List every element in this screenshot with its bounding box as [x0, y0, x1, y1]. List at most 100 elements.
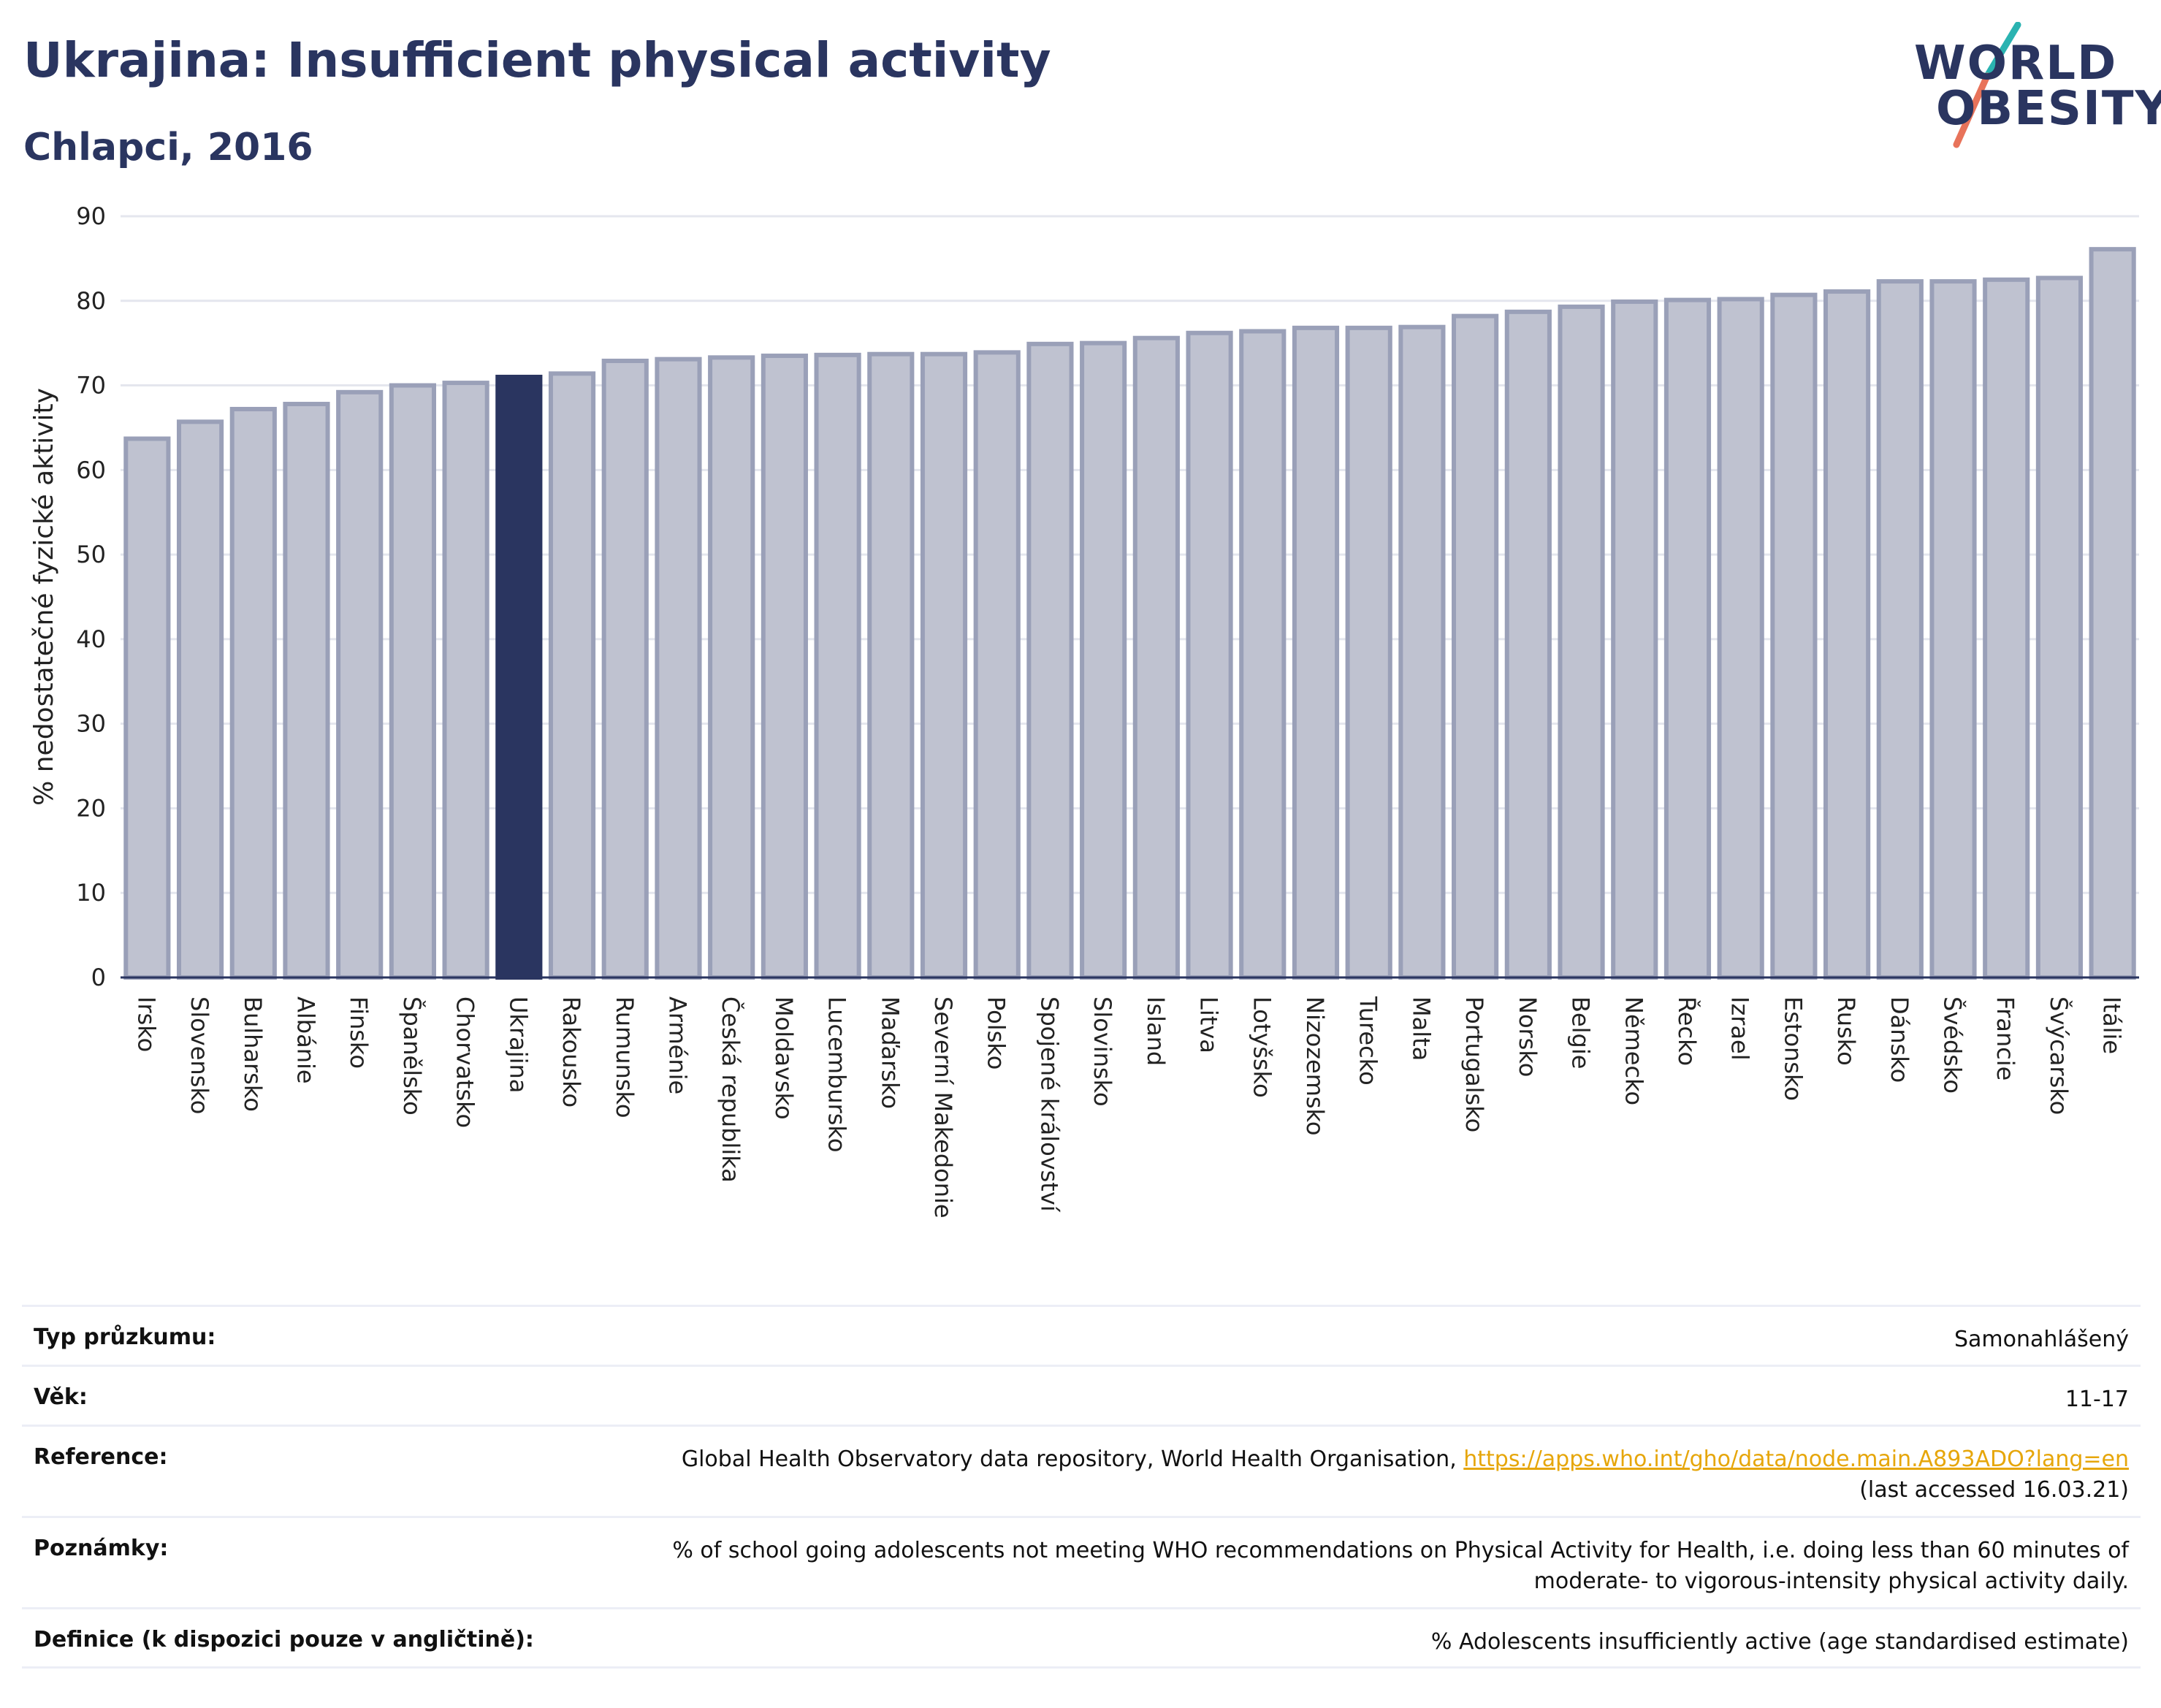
x-tick-label: Izrael: [1726, 996, 1754, 1061]
meta-row-survey: Typ průzkumu: Samonahlášený: [22, 1305, 2141, 1365]
y-tick-label: 40: [76, 625, 106, 653]
x-tick-label: Island: [1142, 996, 1170, 1066]
bar-20: [1186, 330, 1233, 980]
x-tick-label: Severní Makedonie: [929, 996, 957, 1219]
bar-37: [2089, 247, 2136, 980]
y-tick-label: 60: [76, 456, 106, 484]
meta-row-notes: Poznámky: % of school going adolescents …: [22, 1516, 2141, 1607]
x-tick-label: Chorvatsko: [451, 996, 479, 1128]
bar-18: [1080, 340, 1127, 980]
y-tick-label: 10: [76, 879, 106, 907]
x-tick-label: Belgie: [1567, 996, 1595, 1069]
notes-label: Poznámky:: [34, 1536, 169, 1561]
notes-line-1: % of school going adolescents not meetin…: [672, 1538, 2129, 1563]
x-tick-label: Lotyšsko: [1248, 996, 1276, 1098]
y-tick-label: 80: [76, 287, 106, 315]
metadata-table: Typ průzkumu: Samonahlášený Věk: 11-17 R…: [22, 1305, 2141, 1669]
x-tick-label: Rusko: [1832, 996, 1860, 1066]
y-axis-label: % nedostatečné fyzické aktivity: [29, 388, 59, 806]
bar-35: [1983, 277, 2030, 980]
reference-label: Reference:: [34, 1444, 168, 1470]
bar-13: [814, 352, 861, 980]
bar-14: [867, 351, 915, 980]
x-tick-label: Moldavsko: [770, 996, 798, 1120]
x-tick-label: Ukrajina: [504, 996, 532, 1093]
bar-27: [1558, 304, 1605, 980]
bar-15: [920, 351, 968, 980]
bar-chart: 0 10 20 30 40 50 60 70 80 90 % nedostatečné fyzick…: [29, 202, 2139, 1219]
x-tick-label: Rumunsko: [611, 996, 639, 1118]
meta-row-reference: Reference: Global Health Observatory dat…: [22, 1425, 2141, 1516]
x-tick-label: Finsko: [345, 996, 373, 1069]
x-tick-label: Švédsko: [1939, 996, 1967, 1094]
x-tick-label: Německo: [1620, 996, 1647, 1105]
x-tick-label: Norsko: [1514, 996, 1541, 1077]
x-tick-label: Irsko: [132, 996, 160, 1052]
x-tick-label: Rakousko: [557, 996, 585, 1107]
bar-30: [1717, 297, 1764, 980]
meta-row-definition: Definice (k dispozici pouze v angličtině…: [22, 1607, 2141, 1669]
x-tick-label: Slovensko: [186, 996, 213, 1114]
bar-6: [442, 381, 489, 980]
bar-11: [708, 355, 755, 980]
reference-value: Global Health Observatory data repositor…: [682, 1444, 2129, 1506]
y-tick-label: 90: [76, 202, 106, 230]
bar-5: [389, 383, 436, 980]
bar-32: [1823, 289, 1871, 980]
bar-19: [1132, 335, 1180, 980]
world-obesity-logo: WORLD OBESITY: [1899, 22, 2161, 153]
x-tick-label: Řecko: [1673, 996, 1701, 1066]
x-tick-label: Španělsko: [398, 996, 427, 1116]
x-tick-label: Francie: [1992, 996, 2019, 1080]
x-tick-label: Portugalsko: [1460, 996, 1488, 1132]
chart-subtitle: Chlapci, 2016: [23, 126, 313, 169]
bar-8: [548, 371, 596, 980]
bar-25: [1452, 313, 1499, 980]
x-tick-label: Itálie: [2098, 996, 2126, 1054]
x-tick-label: Bulharsko: [239, 996, 267, 1112]
y-tick-label: 70: [76, 372, 106, 400]
x-tick-label: Nizozemsko: [1301, 996, 1329, 1136]
definition-value: % Adolescents insufficiently active (age…: [1430, 1629, 2129, 1655]
x-tick-label: Spojené království: [1035, 996, 1063, 1213]
y-tick-label: 30: [76, 710, 106, 738]
x-tick-label: Estonsko: [1779, 996, 1807, 1101]
bar-17: [1026, 341, 1074, 980]
reference-link[interactable]: https://apps.who.int/gho/data/node.main.…: [1463, 1446, 2129, 1472]
definition-label: Definice (k dispozici pouze v angličtině…: [34, 1627, 534, 1652]
age-label: Věk:: [34, 1384, 88, 1410]
y-tick-label: 20: [76, 794, 106, 822]
age-value: 11-17: [2065, 1387, 2129, 1412]
x-tick-label: Albánie: [291, 996, 319, 1084]
bar-36: [2035, 275, 2084, 980]
bar-0: [123, 436, 171, 980]
x-tick-label: Polsko: [983, 996, 1010, 1070]
bar-4: [336, 389, 384, 980]
notes-value: % of school going adolescents not meetin…: [672, 1536, 2129, 1597]
bar-34: [1929, 279, 1977, 980]
bar-29: [1663, 297, 1712, 980]
x-tick-label: Litva: [1195, 996, 1223, 1053]
bar-33: [1876, 279, 1924, 980]
x-tick-label: Arménie: [663, 996, 691, 1094]
bar-16: [973, 350, 1021, 980]
y-tick-label: 0: [91, 964, 106, 991]
bar-9: [601, 358, 649, 980]
notes-line-2: moderate- to vigorous-intensity physical…: [1533, 1568, 2129, 1594]
bar-31: [1770, 292, 1818, 980]
survey-type-value: Samonahlášený: [1954, 1327, 2129, 1352]
logo-slash-icon: [1953, 22, 2021, 148]
reference-text: Global Health Observatory data repositor…: [681, 1446, 1464, 1472]
bar-10: [655, 357, 702, 980]
survey-type-label: Typ průzkumu:: [34, 1324, 216, 1350]
bar-7: [495, 374, 543, 980]
logo-text-obesity: OBESITY: [1936, 82, 2161, 136]
x-tick-label: Lucembursko: [823, 996, 851, 1152]
bar-12: [761, 354, 808, 980]
x-tick-label: Česká republika: [717, 996, 745, 1183]
meta-row-age: Věk: 11-17: [22, 1365, 2141, 1425]
reference-accessed: (last accessed 16.03.21): [1859, 1477, 2129, 1503]
x-tick-label: Švýcarsko: [2045, 996, 2073, 1115]
logo-text-world: WORLD: [1914, 37, 2118, 91]
bar-24: [1398, 324, 1446, 980]
